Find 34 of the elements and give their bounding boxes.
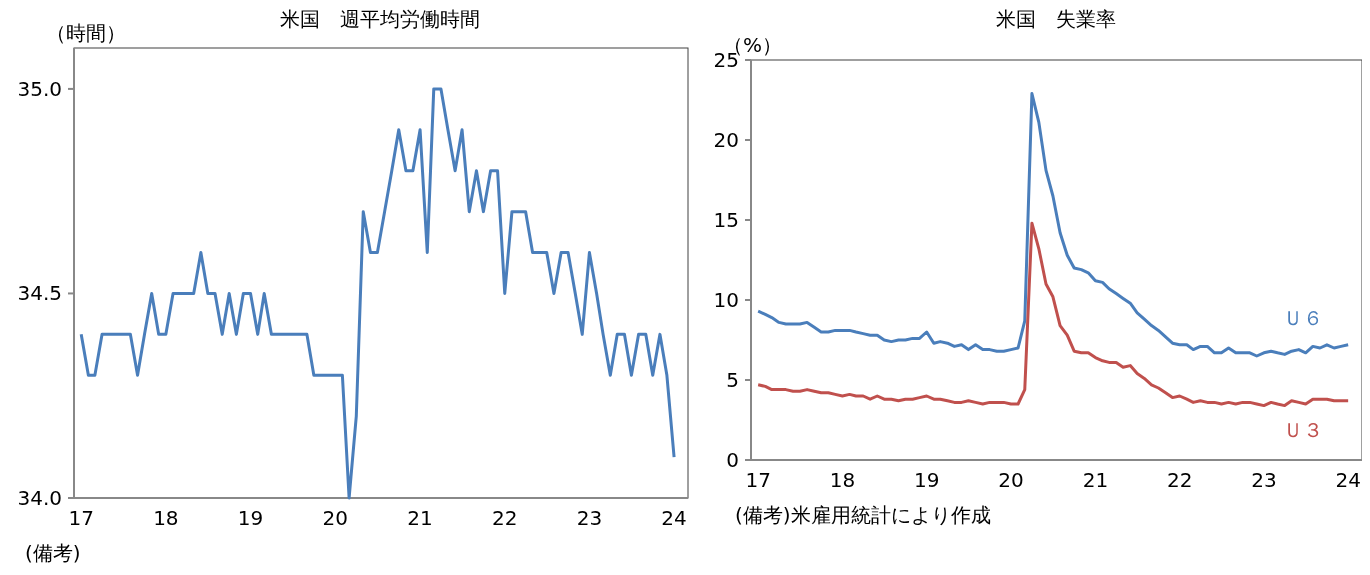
series-label: Ｕ６ — [1283, 305, 1324, 330]
y-tick-label: 35.0 — [17, 76, 62, 101]
x-tick-label: 21 — [1082, 468, 1109, 492]
x-tick-label: 21 — [407, 506, 433, 530]
y-tick-label: 34.0 — [17, 486, 62, 510]
y-tick-label: 20 — [713, 128, 739, 152]
line-series — [756, 221, 1350, 408]
y-tick-label: 10 — [713, 288, 739, 312]
series-label: Ｕ３ — [1283, 417, 1324, 442]
line-series — [756, 92, 1350, 358]
x-tick-label: 19 — [237, 506, 264, 530]
y-tick-label: 15 — [713, 208, 739, 232]
x-tick-label: 24 — [661, 506, 687, 530]
x-tick-label: 20 — [322, 506, 348, 530]
text: (備考)米雇用統計により作成 — [735, 503, 991, 527]
y-axis-title: （時間） — [46, 21, 126, 45]
chart-title: 米国 失業率 — [996, 7, 1116, 31]
x-tick-label: 22 — [492, 506, 518, 530]
x-tick-label: 22 — [1166, 468, 1193, 492]
x-tick-label: 17 — [68, 506, 94, 530]
y-tick-label: 5 — [726, 368, 739, 392]
x-tick-label: 19 — [913, 468, 940, 492]
chart-title: 米国 週平均労働時間 — [280, 7, 480, 31]
x-tick-label: 18 — [153, 506, 179, 530]
x-tick-label: 20 — [998, 468, 1024, 492]
y-tick-label: 0 — [726, 448, 739, 472]
x-tick-label: 18 — [829, 468, 856, 492]
x-tick-label: 23 — [576, 506, 603, 530]
x-tick-label: 23 — [1251, 468, 1277, 492]
x-tick-label: 24 — [1335, 468, 1361, 492]
text: (備考) — [25, 541, 81, 565]
y-tick-label: 34.5 — [17, 281, 62, 306]
x-tick-label: 17 — [745, 468, 771, 492]
line-series — [79, 87, 676, 500]
